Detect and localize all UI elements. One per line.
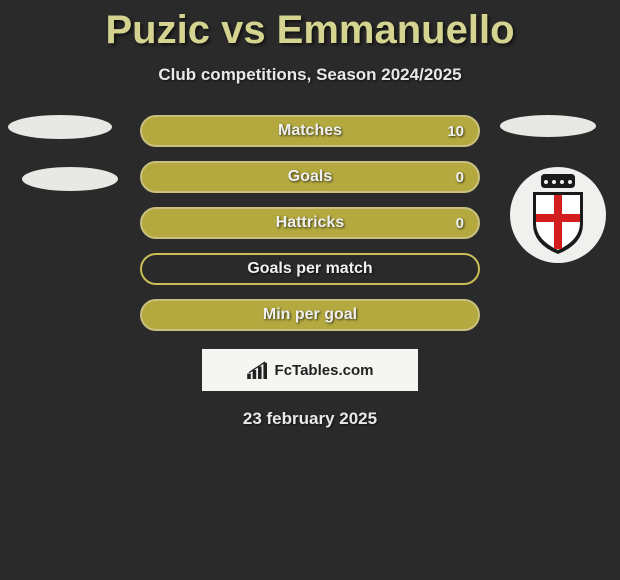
attribution-box: FcTables.com — [202, 349, 418, 391]
date-label: 23 february 2025 — [0, 409, 620, 429]
stat-value: 10 — [447, 123, 464, 140]
stat-bars: Matches 10 Goals 0 Hattricks 0 Goals per match… — [140, 115, 480, 331]
stat-bar: Matches 10 — [140, 115, 480, 147]
page-subtitle: Club competitions, Season 2024/2025 — [0, 65, 620, 85]
comparison-content: Matches 10 Goals 0 Hattricks 0 Goals per match… — [0, 115, 620, 429]
chart-icon — [247, 361, 269, 379]
stat-label: Matches — [278, 122, 342, 140]
club-badge — [510, 167, 606, 263]
club-badge-svg — [523, 174, 593, 256]
player-left-badge-2 — [22, 167, 118, 191]
stat-bar: Goals 0 — [140, 161, 480, 193]
stat-bar: Goals per match — [140, 253, 480, 285]
stat-label: Goals — [288, 168, 332, 186]
player-right-badge-1 — [500, 115, 596, 137]
stat-value: 0 — [456, 169, 464, 186]
stat-value: 0 — [456, 215, 464, 232]
stat-label: Goals per match — [247, 260, 372, 278]
page-title: Puzic vs Emmanuello — [0, 0, 620, 53]
stat-label: Hattricks — [276, 214, 344, 232]
attribution-text: FcTables.com — [275, 362, 374, 379]
stat-bar: Hattricks 0 — [140, 207, 480, 239]
player-left-badge-1 — [8, 115, 112, 139]
stat-bar: Min per goal — [140, 299, 480, 331]
stat-label: Min per goal — [263, 306, 357, 324]
